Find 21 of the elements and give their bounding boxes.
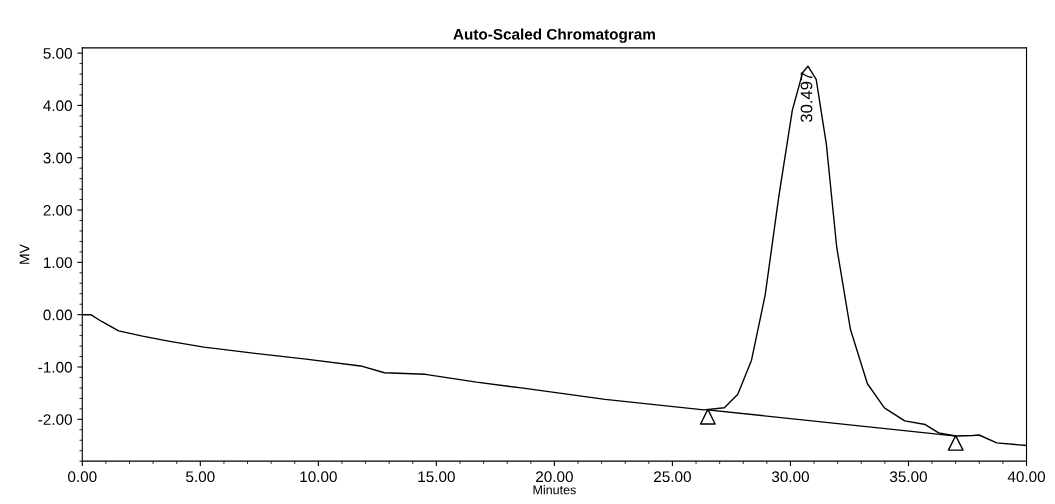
x-tick-label: 30.00 xyxy=(771,471,809,483)
x-tick-label: 40.00 xyxy=(1007,471,1046,483)
y-tick-label: 3.00 xyxy=(43,152,72,164)
chart-title: Auto-Scaled Chromatogram xyxy=(453,28,655,43)
y-tick-label: -1.00 xyxy=(38,361,72,373)
y-tick-label: 5.00 xyxy=(43,47,72,59)
x-tick-label: 15.00 xyxy=(418,471,455,483)
y-tick-label: 0.00 xyxy=(43,309,72,321)
annotation: 30.497 xyxy=(800,72,813,123)
x-tick-label: 25.00 xyxy=(654,471,691,483)
x-tick-label: 20.00 xyxy=(536,471,573,483)
y-tick-label: -2.00 xyxy=(38,414,72,425)
x-axis-title: Minutes xyxy=(533,485,576,495)
x-tick-label: 35.00 xyxy=(889,471,928,483)
x-tick-label: 5.00 xyxy=(186,471,215,483)
y-tick-label: 2.00 xyxy=(43,204,72,216)
y-tick-label: 4.00 xyxy=(43,100,72,112)
x-tick-label: 0.00 xyxy=(68,471,97,483)
y-tick-label: 1.00 xyxy=(44,257,72,269)
y-axis-title: MV xyxy=(19,244,30,264)
x-tick-label: 10.00 xyxy=(300,471,337,483)
